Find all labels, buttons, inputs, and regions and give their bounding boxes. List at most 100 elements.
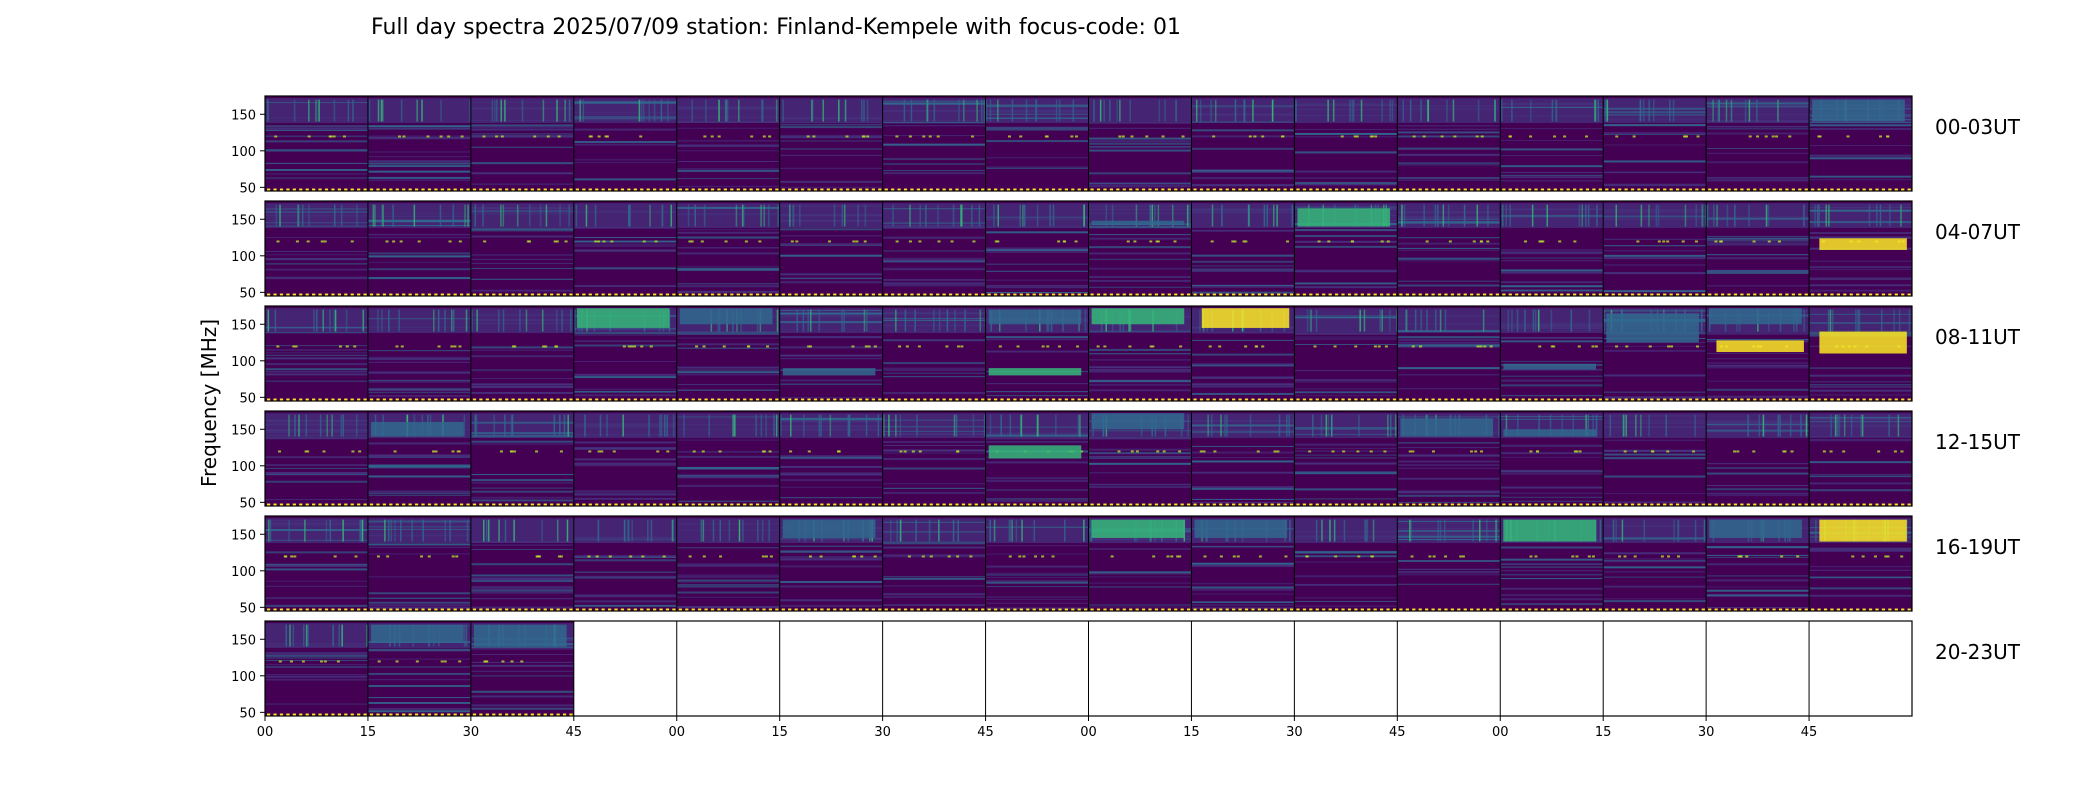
carrier-dot (358, 450, 362, 453)
upper-band (1191, 98, 1295, 124)
time-streak (844, 204, 846, 227)
freq-line (985, 279, 1089, 281)
row-frame (264, 410, 1913, 507)
calibration-dot (1206, 608, 1210, 611)
calibration-dot (1386, 293, 1390, 296)
x-tick-label: 00 (668, 725, 685, 740)
calibration-dot (1515, 293, 1519, 296)
carrier-dot (1790, 450, 1794, 453)
calibration-dot (1380, 188, 1384, 191)
calibration-dot (427, 398, 432, 401)
freq-line (676, 229, 780, 231)
carrier-dot (1276, 450, 1280, 453)
freq-line (985, 461, 1089, 464)
time-streak (329, 519, 332, 542)
calibration-dot (402, 293, 406, 296)
calibration-dot (1071, 188, 1075, 191)
carrier-dot (1575, 555, 1579, 558)
freq-line (470, 589, 574, 592)
carrier-dot (1166, 555, 1170, 558)
time-streak (1487, 204, 1489, 227)
calibration-dot (1856, 608, 1860, 611)
time-streak (1653, 99, 1655, 122)
calibration-dot (305, 503, 309, 506)
calibration-dot (1875, 293, 1879, 296)
calibration-dot (1579, 608, 1583, 611)
calibration-dot (923, 293, 927, 296)
calibration-dot (987, 503, 991, 506)
carrier-dot (453, 345, 457, 348)
time-streak (444, 519, 447, 542)
freq-line (985, 166, 1089, 168)
calibration-dot (775, 293, 779, 296)
freq-line (265, 140, 368, 143)
calibration-dot (1560, 503, 1564, 506)
calibration-dot (936, 608, 940, 611)
time-streak (437, 309, 440, 332)
calibration-dot (1901, 188, 1905, 191)
calibration-dot (1663, 608, 1667, 611)
spectra-panel (573, 516, 677, 611)
carrier-dot (1739, 555, 1743, 558)
calibration-dot (936, 188, 940, 191)
calibration-dot (1502, 503, 1506, 506)
time-streak (1570, 309, 1573, 332)
calibration-dot (1026, 608, 1030, 611)
calibration-dot (1515, 503, 1519, 506)
calibration-dot (1103, 188, 1107, 191)
calibration-dot (620, 503, 625, 506)
freq-line (1603, 598, 1707, 600)
carrier-dot (600, 450, 604, 453)
calibration-dot (524, 503, 528, 506)
calibration-dot (357, 503, 361, 506)
calibration-dot (543, 188, 547, 191)
calibration-dot (1585, 608, 1590, 611)
calibration-dot (1894, 398, 1898, 401)
freq-line (779, 473, 883, 476)
freq-line (1809, 489, 1912, 492)
time-streak (315, 309, 318, 332)
freq-line (676, 331, 780, 333)
freq-line (1191, 460, 1295, 463)
calibration-dot (1656, 293, 1660, 296)
freq-line (1191, 353, 1295, 356)
carrier-dot (320, 240, 324, 243)
upper-band (1809, 308, 1912, 334)
freq-line (1809, 278, 1912, 281)
carrier-dot (1258, 555, 1262, 558)
calibration-dot (337, 608, 341, 611)
calibration-dot (1772, 293, 1776, 296)
freq-line (470, 496, 574, 499)
freq-line (1294, 235, 1398, 238)
calibration-dot (1019, 188, 1023, 191)
time-streak (1315, 309, 1318, 332)
freq-line (470, 172, 574, 175)
calibration-dot (1515, 608, 1519, 611)
upper-band (573, 203, 677, 229)
calibration-dot (324, 188, 329, 191)
time-streak (1295, 99, 1297, 122)
calibration-dot (543, 398, 547, 401)
time-streak (642, 99, 645, 122)
time-streak (1343, 519, 1346, 542)
calibration-dot (1039, 188, 1043, 191)
calibration-dot (1334, 398, 1339, 401)
freq-line (1603, 345, 1707, 347)
calibration-dot (929, 293, 933, 296)
x-tick-label: 30 (1698, 725, 1715, 740)
calibration-dot (884, 398, 888, 401)
calibration-dot (1122, 608, 1126, 611)
calibration-dot (1251, 188, 1255, 191)
calibration-dot (1148, 398, 1152, 401)
calibration-dot (312, 713, 316, 716)
time-streak (1405, 309, 1407, 332)
time-streak (1538, 414, 1540, 437)
calibration-dot (1444, 503, 1448, 506)
calibration-dot (466, 713, 470, 716)
calibration-dot (1888, 293, 1892, 296)
freq-line (1191, 291, 1295, 294)
freq-line (573, 162, 677, 164)
calibration-dot (1688, 503, 1693, 506)
spectra-panel (1603, 201, 1707, 296)
